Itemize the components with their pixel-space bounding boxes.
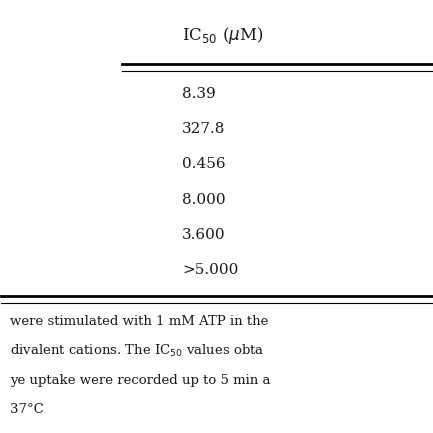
Text: 0.456: 0.456	[182, 158, 226, 171]
Text: ye uptake were recorded up to 5 min a: ye uptake were recorded up to 5 min a	[10, 374, 271, 387]
Text: were stimulated with 1 mM ATP in the: were stimulated with 1 mM ATP in the	[10, 315, 268, 328]
Text: 3.600: 3.600	[182, 228, 226, 242]
Text: 327.8: 327.8	[182, 122, 226, 136]
Text: 8.39: 8.39	[182, 87, 216, 101]
Text: IC$_{50}$ ($\mu$M): IC$_{50}$ ($\mu$M)	[182, 25, 263, 46]
Text: >5.000: >5.000	[182, 263, 239, 277]
Text: divalent cations. The IC$_{50}$ values obta: divalent cations. The IC$_{50}$ values o…	[10, 343, 265, 359]
Text: 37°C: 37°C	[10, 403, 44, 416]
Text: 8.000: 8.000	[182, 193, 226, 207]
